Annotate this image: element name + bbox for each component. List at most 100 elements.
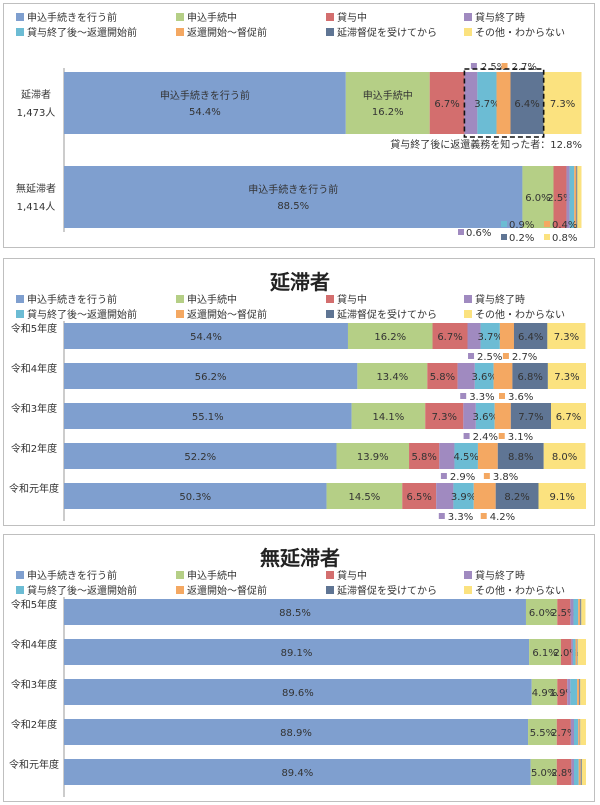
bar-value-label: 56.2% xyxy=(195,372,227,383)
legend-swatch xyxy=(176,310,184,318)
value-marker xyxy=(440,473,447,479)
bar-segment xyxy=(547,323,586,349)
bar-segment xyxy=(525,599,558,625)
legend-swatch xyxy=(176,295,184,303)
bar-segment xyxy=(477,72,497,134)
legend-label: 貸与中 xyxy=(337,11,367,24)
legend-label: 返還開始～督促前 xyxy=(187,26,267,39)
bar-value-label: 3.6% xyxy=(508,392,533,403)
bar-value-label: 14.1% xyxy=(373,412,405,423)
bar-value-label: 0.9% xyxy=(509,220,534,231)
bar-inner-category-label: 申込手続中 xyxy=(363,89,413,102)
legend-label: 貸与中 xyxy=(337,293,367,306)
bar-value-label: 7.3% xyxy=(554,372,579,383)
bar-value-label: 13.9% xyxy=(357,452,389,463)
value-marker xyxy=(438,513,445,519)
legend-label: 貸与終了後～返還開始前 xyxy=(27,584,137,597)
bar-segment xyxy=(560,639,572,665)
bar-value-label: 3.7% xyxy=(474,99,499,110)
bar-value-label: 2.5% xyxy=(547,193,572,204)
bar-value-label: 2.5% xyxy=(477,352,502,363)
legend-swatch xyxy=(176,28,184,36)
bar-segment xyxy=(579,679,581,705)
bar-segment xyxy=(577,639,578,665)
legend-swatch xyxy=(326,295,334,303)
bar-segment xyxy=(571,759,574,785)
bar-value-label: 3.6% xyxy=(473,412,498,423)
bar-segment xyxy=(475,403,495,429)
bar-segment xyxy=(556,759,572,785)
category-label: 令和元年度 xyxy=(9,482,59,495)
highlight-box xyxy=(463,68,545,138)
bar-segment xyxy=(357,363,428,389)
bar-value-label: 8.2% xyxy=(504,492,529,503)
bar-value-label: 6.7% xyxy=(556,412,581,423)
legend-swatch xyxy=(16,586,24,594)
legend-swatch xyxy=(176,571,184,579)
bar-segment xyxy=(569,166,575,228)
bar-value-label: 6.4% xyxy=(518,332,543,343)
bar-value-label: 16.2% xyxy=(374,332,406,343)
category-count-label: 1,414人 xyxy=(17,201,56,213)
bar-value-label: 4.2% xyxy=(490,512,515,523)
category-label: 令和5年度 xyxy=(11,322,57,335)
bar-value-label: 89.6% xyxy=(282,688,314,699)
bar-segment xyxy=(427,363,458,389)
chart-title: 延滞者 xyxy=(269,270,330,294)
bar-segment xyxy=(474,363,494,389)
bar-value-label: 0.8% xyxy=(552,233,577,244)
legend-label: 延滞督促を受けてから xyxy=(337,584,437,597)
bar-segment xyxy=(547,363,586,389)
bar-value-label: 6.1% xyxy=(532,648,557,659)
bar-value-label: 3.6% xyxy=(472,372,497,383)
legend-label: 貸与終了時 xyxy=(475,11,525,24)
bar-segment xyxy=(464,72,478,134)
bar-value-label: 2.5% xyxy=(481,62,506,73)
legend-label: 貸与終了後～返還開始前 xyxy=(27,26,137,39)
bar-segment xyxy=(336,443,410,469)
legend-label: 貸与終了時 xyxy=(475,293,525,306)
bar-inner-category-label: 申込手続きを行う前 xyxy=(248,183,338,196)
bar-segment xyxy=(580,719,586,745)
value-marker xyxy=(470,63,477,69)
legend-swatch xyxy=(16,310,24,318)
bar-value-label: 0.2% xyxy=(509,233,534,244)
bar-segment xyxy=(577,166,582,228)
category-label: 令和3年度 xyxy=(11,402,57,415)
bar-value-label: 3.1% xyxy=(508,432,533,443)
bar-segment xyxy=(570,719,574,745)
bar-value-label: 7.3% xyxy=(550,99,575,110)
bar-segment xyxy=(454,443,478,469)
bar-segment xyxy=(347,323,433,349)
bar-value-label: 5.5% xyxy=(530,728,555,739)
bar-segment xyxy=(326,483,403,509)
bar-segment xyxy=(553,166,567,228)
legend-label: 申込手続きを行う前 xyxy=(27,293,117,306)
bar-segment xyxy=(577,639,586,665)
bar-segment xyxy=(578,719,580,745)
bar-segment xyxy=(480,323,500,349)
bar-value-label: 88.9% xyxy=(280,728,312,739)
bar-segment xyxy=(64,759,531,785)
chart-title: 無延滞者 xyxy=(260,546,340,570)
bar-value-label: 6.7% xyxy=(437,332,462,343)
overall-chart-panel: 申込手続きを行う前 申込手続中 貸与中 貸与終了時 貸与終了後～返還開始前 返還開始～督促… xyxy=(3,3,595,248)
bar-segment xyxy=(64,363,358,389)
bar-value-label: 2.8% xyxy=(551,768,576,779)
legend-swatch xyxy=(326,28,334,36)
bar-value-label: 50.3% xyxy=(179,492,211,503)
value-marker xyxy=(498,433,505,439)
legend-label: 申込手続きを行う前 xyxy=(27,11,117,24)
bar-segment xyxy=(572,639,576,665)
legend-swatch xyxy=(176,13,184,21)
bar-segment xyxy=(499,323,514,349)
bar-value-label: 89.4% xyxy=(281,768,313,779)
bar-segment xyxy=(522,166,554,228)
bar-value-label: 2.7% xyxy=(512,62,537,73)
legend-label: 延滞督促を受けてから xyxy=(337,308,437,321)
value-marker xyxy=(460,393,467,399)
bar-value-label: 5.8% xyxy=(430,372,455,383)
legend-swatch xyxy=(464,28,472,36)
value-marker xyxy=(544,221,550,227)
